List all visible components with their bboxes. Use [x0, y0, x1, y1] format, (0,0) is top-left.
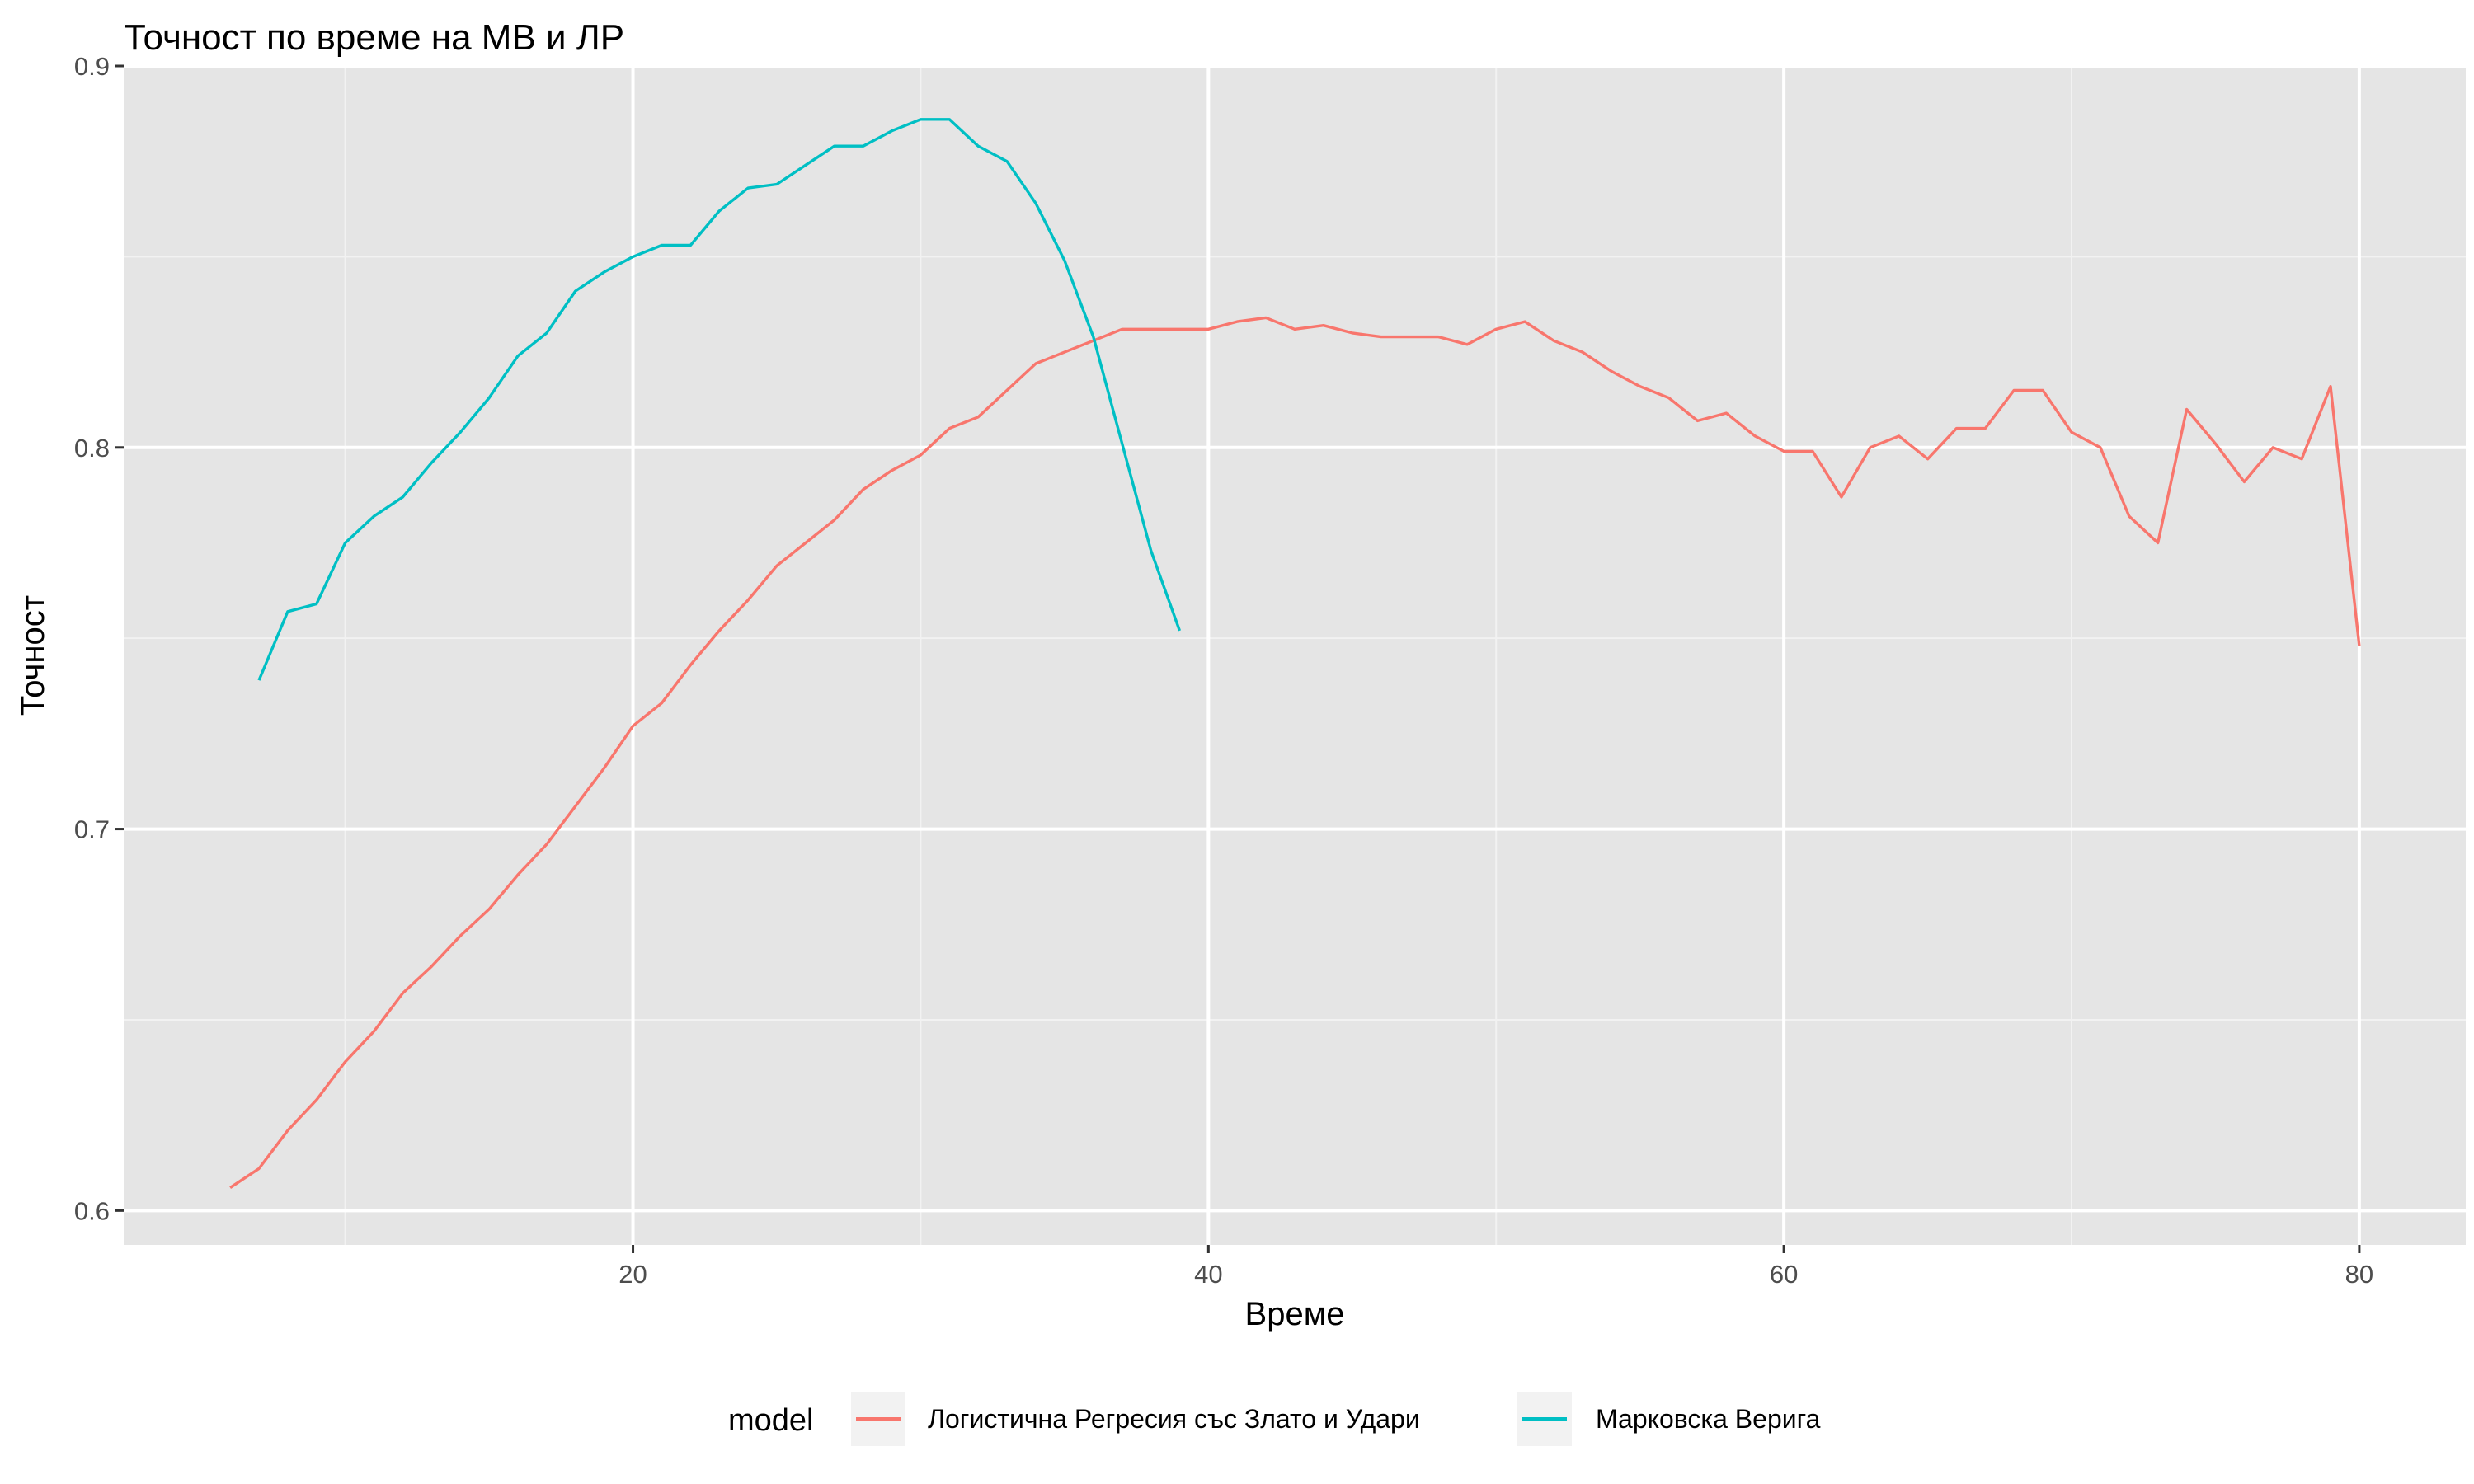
legend: model Логистична Регресия със Злато и Уд…: [728, 1392, 1821, 1446]
x-tick-label: 40: [1194, 1260, 1222, 1289]
legend-item-lr: Логистична Регресия със Злато и Удари: [851, 1392, 1420, 1446]
x-axis: 20 40 60 80: [618, 1245, 2373, 1289]
grid-major: [124, 64, 2466, 1245]
x-tick-label: 20: [618, 1260, 647, 1289]
x-axis-title: Време: [1245, 1296, 1345, 1332]
grid-minor: [124, 66, 2466, 1245]
x-tick-label: 60: [1770, 1260, 1798, 1289]
plot-panel: [124, 66, 2466, 1245]
legend-title: model: [728, 1403, 814, 1438]
y-tick-label: 0.7: [74, 815, 110, 844]
legend-label-mc: Марковска Верига: [1596, 1404, 1821, 1434]
y-axis: 0.6 0.7 0.8 0.9: [74, 52, 124, 1225]
y-tick-label: 0.9: [74, 52, 110, 81]
series-line-1: [229, 316, 2361, 1190]
legend-label-lr: Логистична Регресия със Злато и Удари: [928, 1404, 1420, 1434]
series-layer: [229, 118, 2361, 1190]
x-tick-label: 80: [2345, 1260, 2373, 1289]
legend-item-mc: Марковска Верига: [1517, 1392, 1821, 1446]
y-tick-label: 0.8: [74, 434, 110, 463]
series-line-2: [257, 118, 1182, 681]
y-axis-title: Точност: [15, 595, 51, 716]
chart-title: Точност по време на МВ и ЛР: [124, 17, 624, 58]
y-tick-label: 0.6: [74, 1196, 110, 1225]
